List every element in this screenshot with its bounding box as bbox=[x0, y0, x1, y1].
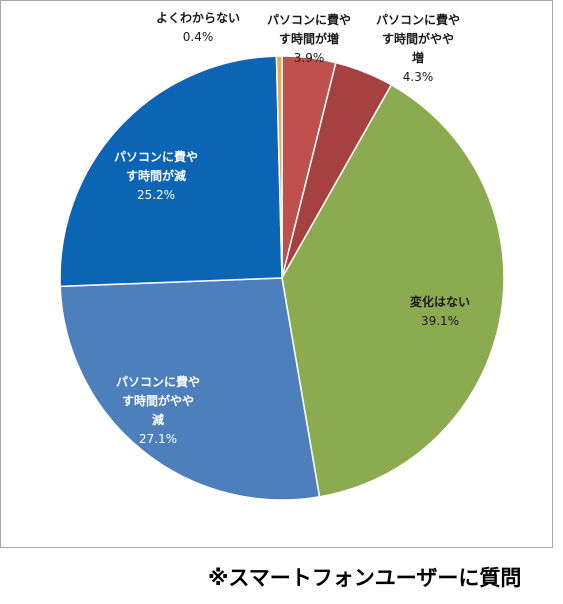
slice-name-line: 減 bbox=[152, 412, 164, 427]
slice-name-line: 増 bbox=[412, 50, 424, 65]
pie-slice-6 bbox=[275, 55, 283, 279]
slice-name-line: パソコンに費や bbox=[267, 12, 351, 27]
pie-slice-5 bbox=[59, 55, 283, 288]
footnote: ※スマートフォンユーザーに質問 bbox=[208, 566, 522, 590]
slice-name-line: す時間が増 bbox=[279, 31, 339, 46]
slice-name-line: パソコンに費や bbox=[376, 12, 460, 27]
slice-value-label: 3.9% bbox=[294, 51, 325, 65]
slice-label-6: よくわからない 0.4% bbox=[156, 11, 240, 44]
slice-label-3: 変化はない 39.1% bbox=[410, 294, 470, 328]
slice-label-5: パソコンに費やす時間が減 25.2% bbox=[114, 149, 198, 202]
slice-name-line: す時間がやや bbox=[382, 31, 454, 46]
slice-name-line: 変化はない bbox=[410, 294, 470, 309]
slice-value-label: 39.1% bbox=[421, 314, 459, 328]
slice-label-4: パソコンに費やす時間がやや減 27.1% bbox=[116, 374, 200, 446]
slice-value-label: 4.3% bbox=[403, 70, 434, 84]
slice-label-2: パソコンに費やす時間がやや増 4.3% bbox=[376, 12, 460, 84]
slice-value-label: 25.2% bbox=[137, 188, 175, 202]
slice-label-1: パソコンに費やす時間が増 3.9% bbox=[267, 12, 351, 65]
pie-chart: パソコンに費やす時間が増 3.9%パソコンに費やす時間がやや増 4.3%変化はない 3… bbox=[59, 11, 505, 501]
slice-name-line: す時間が減 bbox=[126, 168, 186, 183]
slice-name-line: パソコンに費や bbox=[114, 149, 198, 164]
slice-name-line: よくわからない bbox=[156, 11, 240, 25]
slice-value-label: 27.1% bbox=[139, 432, 177, 446]
pie-slice-4 bbox=[59, 277, 321, 501]
slice-name-line: パソコンに費や bbox=[116, 374, 200, 389]
slice-value-label: 0.4% bbox=[183, 30, 214, 44]
pie-slice-3 bbox=[281, 83, 505, 498]
slice-name-line: す時間がやや bbox=[122, 393, 194, 408]
